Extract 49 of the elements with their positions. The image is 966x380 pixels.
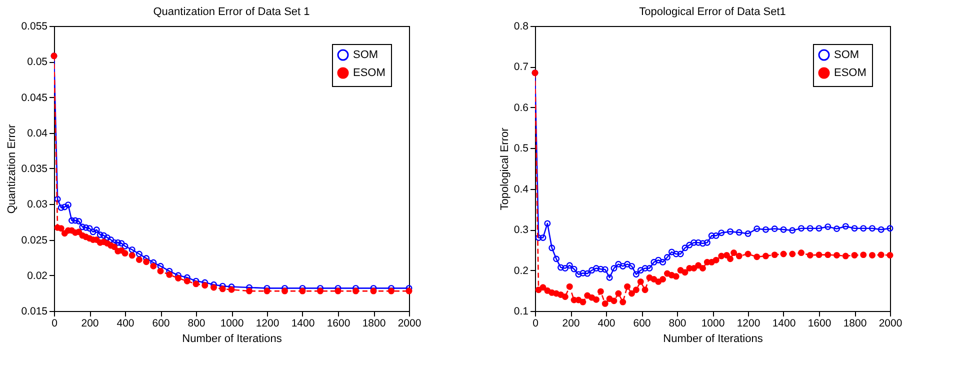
- y-tick-label: 0.4: [514, 183, 529, 196]
- y-tick-label: 0.5: [514, 142, 529, 155]
- legend-label: ESOM: [353, 67, 386, 79]
- x-tick-label: 2000: [878, 318, 902, 330]
- y-tick-label: 0.2: [514, 264, 529, 277]
- y-tick-label: 0.045: [21, 92, 48, 104]
- y-tick-label: 0.055: [21, 20, 48, 32]
- y-axis-title: Quantization Error: [6, 124, 18, 214]
- y-tick-label: 0.02: [27, 270, 48, 282]
- y-tick-label: 0.6: [514, 102, 529, 114]
- x-tick-label: 1000: [701, 318, 725, 330]
- x-tick-label: 600: [633, 318, 651, 330]
- x-axis-title: Number of Iterations: [182, 333, 282, 345]
- legend-label: SOM: [353, 49, 378, 61]
- y-tick-label: 0.05: [27, 56, 48, 68]
- y-tick-label: 0.025: [21, 234, 48, 246]
- y-tick-label: 0.04: [27, 127, 48, 140]
- y-tick-label: 0.1: [514, 306, 529, 318]
- y-tick-label: 0.8: [514, 20, 529, 32]
- x-tick-label: 1000: [220, 318, 244, 330]
- y-tick-label: 0.7: [514, 61, 529, 74]
- legend-label: SOM: [834, 49, 860, 61]
- x-tick-label: 1200: [736, 318, 760, 330]
- x-tick-label: 1400: [291, 318, 315, 330]
- x-tick-label: 400: [116, 318, 134, 330]
- x-tick-label: 400: [598, 318, 616, 330]
- y-tick-label: 0.015: [21, 306, 48, 318]
- x-tick-label: 600: [152, 318, 170, 330]
- x-tick-label: 1600: [808, 318, 832, 330]
- x-tick-label: 1600: [326, 318, 350, 330]
- y-tick-label: 0.3: [514, 224, 529, 236]
- chart-title: Quantization Error of Data Set 1: [153, 6, 310, 18]
- y-tick-label: 0.03: [27, 198, 48, 211]
- x-tick-label: 2000: [398, 318, 422, 330]
- y-axis-title: Topological Error: [498, 127, 511, 210]
- x-tick-label: 200: [81, 318, 99, 330]
- x-tick-label: 0: [532, 318, 539, 330]
- x-tick-label: 0: [52, 318, 58, 330]
- x-tick-label: 1400: [772, 318, 796, 330]
- x-tick-label: 800: [188, 318, 206, 330]
- x-axis-title: Number of Iterations: [663, 333, 764, 345]
- x-tick-label: 800: [668, 318, 686, 330]
- y-tick-label: 0.035: [21, 163, 48, 175]
- x-tick-label: 1800: [843, 318, 867, 330]
- chart-title: Topological Error of Data Set1: [639, 6, 786, 18]
- x-tick-label: 1200: [256, 318, 280, 330]
- x-tick-label: 1800: [362, 318, 386, 330]
- legend-label: ESOM: [834, 67, 866, 79]
- x-tick-label: 200: [562, 318, 580, 330]
